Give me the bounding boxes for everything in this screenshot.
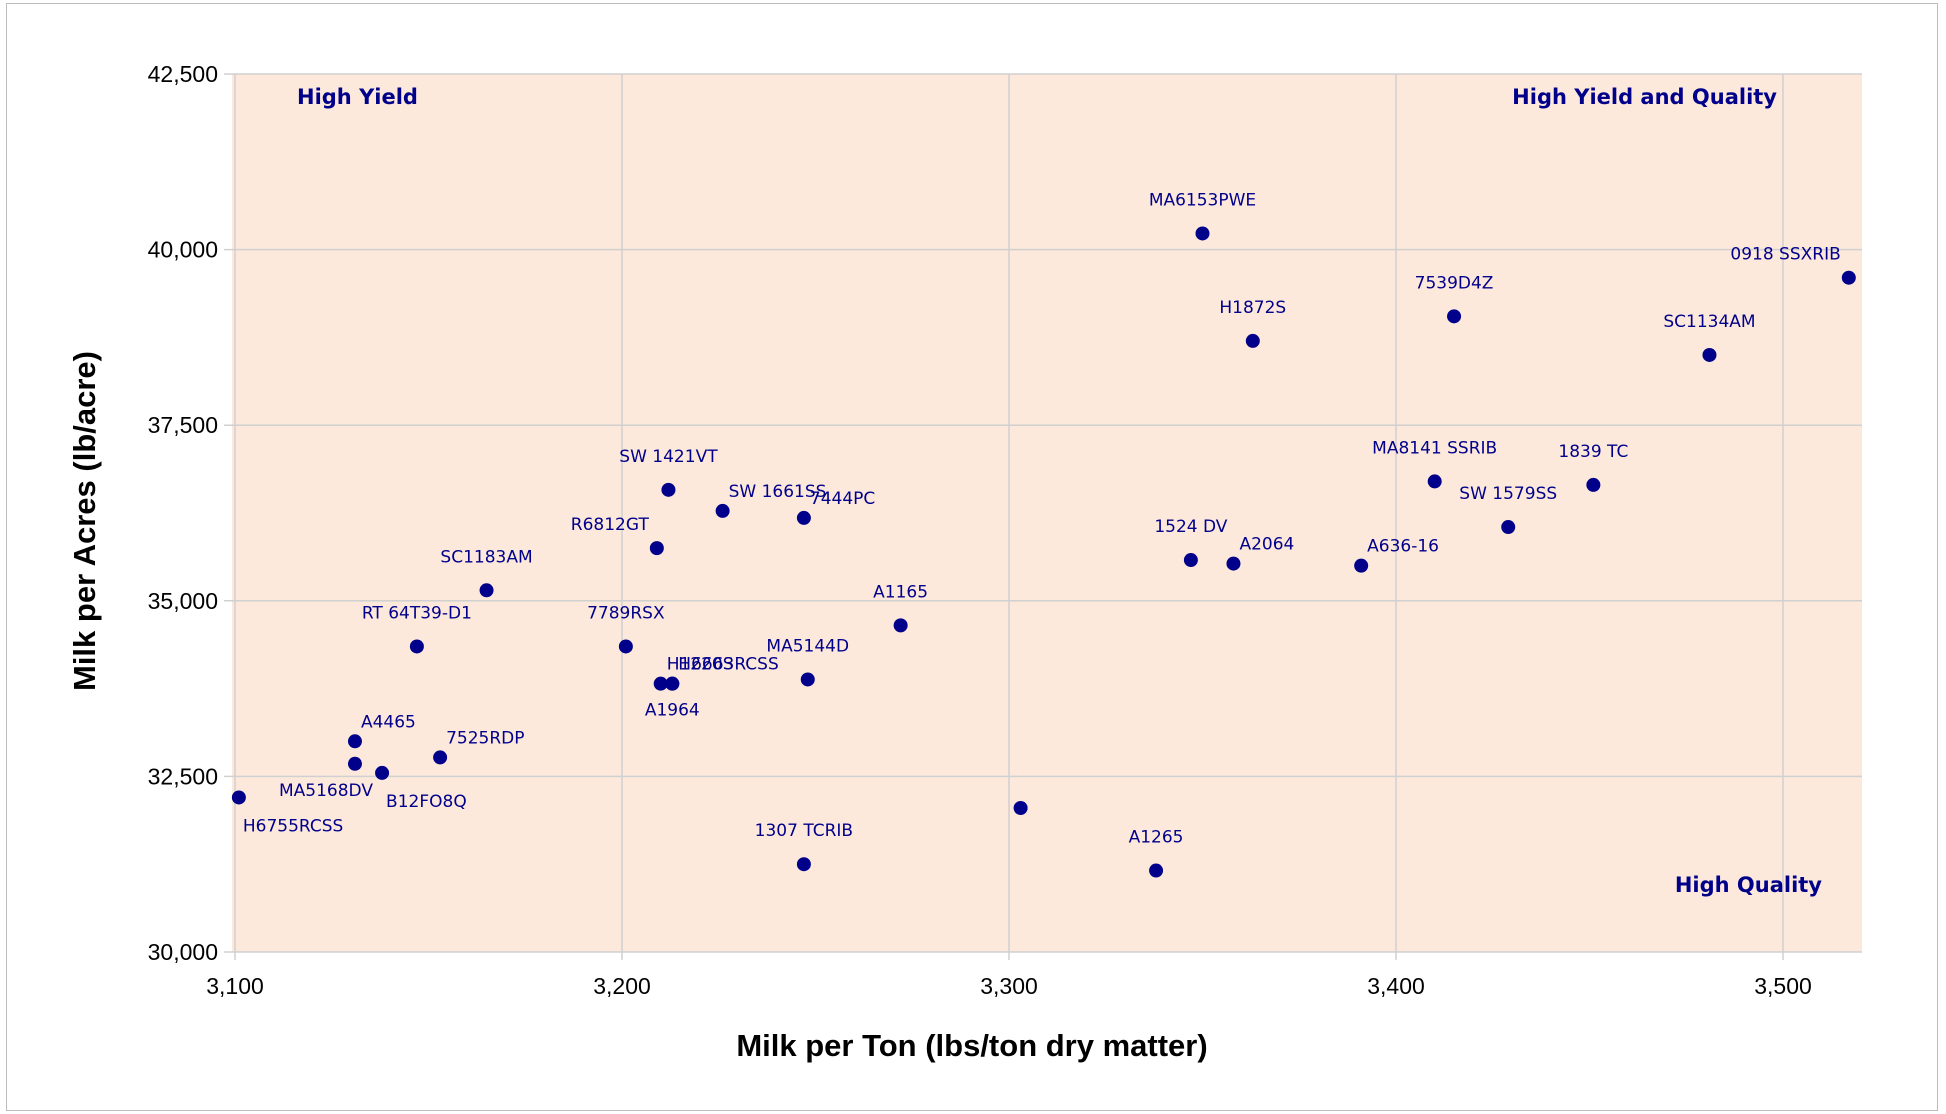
- quadrant-label: High Yield and Quality: [1512, 85, 1777, 109]
- data-point[interactable]: [1013, 801, 1028, 816]
- point-labels: MA6153PWE 0918 SSXRIB 7539D4Z H1872S SC1134A…: [243, 190, 1841, 847]
- plot-background: [232, 74, 1862, 952]
- point-label: B12FO8Q: [386, 792, 467, 812]
- point-label: H1220S: [667, 655, 734, 675]
- point-label: 7525RDP: [446, 728, 524, 748]
- y-tick-label: 42,500: [148, 61, 218, 87]
- data-points: [231, 226, 1856, 878]
- quadrant-labels: High Yield High Yield and Quality High Qua…: [297, 85, 1822, 897]
- y-tick-label: 30,000: [148, 939, 218, 965]
- x-tick-label: 3,100: [206, 973, 264, 999]
- point-label: 1839 TC: [1558, 442, 1628, 462]
- quadrant-label: High Yield: [297, 85, 418, 109]
- point-label: 7444PC: [810, 489, 875, 509]
- x-axis-title: Milk per Ton (lbs/ton dry matter): [736, 1028, 1207, 1063]
- data-point[interactable]: [796, 857, 811, 872]
- point-label: MA8141 SSRIB: [1372, 438, 1497, 458]
- data-point[interactable]: [1149, 863, 1164, 878]
- point-label: A1265: [1129, 828, 1184, 848]
- data-point[interactable]: [347, 756, 362, 771]
- data-point[interactable]: [1501, 520, 1516, 535]
- data-point[interactable]: [479, 583, 494, 598]
- point-label: 1307 TCRIB: [755, 821, 853, 841]
- data-point[interactable]: [800, 672, 815, 687]
- point-label: H6663RCSS: [678, 655, 778, 675]
- grid-lines: [224, 73, 1862, 960]
- data-point[interactable]: [1245, 333, 1260, 348]
- x-tick-label: 3,200: [593, 973, 651, 999]
- point-label: R6812GT: [571, 515, 650, 535]
- point-label: H1872S: [1219, 298, 1286, 318]
- y-tick-label: 37,500: [148, 412, 218, 438]
- point-label: 7789RSX: [587, 603, 665, 623]
- data-point[interactable]: [1586, 477, 1601, 492]
- point-label: A1165: [873, 582, 928, 602]
- point-label: SC1183AM: [440, 547, 532, 567]
- data-point[interactable]: [1841, 270, 1856, 285]
- data-point[interactable]: [409, 639, 424, 654]
- point-label: 1524 DV: [1154, 517, 1227, 537]
- point-label: MA6153PWE: [1149, 190, 1256, 210]
- point-label: SC1134AM: [1663, 312, 1755, 332]
- point-label: SW 1661SS: [729, 482, 827, 502]
- point-label: A636-16: [1367, 537, 1439, 557]
- y-tick-label: 32,500: [148, 763, 218, 789]
- data-point[interactable]: [1183, 553, 1198, 568]
- point-label: 7539D4Z: [1415, 273, 1494, 293]
- data-point[interactable]: [375, 765, 390, 780]
- data-point[interactable]: [649, 541, 664, 556]
- data-point[interactable]: [347, 734, 362, 749]
- quadrant-label: High Quality: [1675, 873, 1822, 897]
- data-point[interactable]: [661, 482, 676, 497]
- data-point[interactable]: [1226, 556, 1241, 571]
- y-axis-title: Milk per Acres (lb/acre): [67, 351, 102, 691]
- point-label: MA5168DV: [279, 781, 373, 801]
- point-label: SW 1579SS: [1459, 484, 1557, 504]
- point-label: 0918 SSXRIB: [1730, 245, 1840, 265]
- data-point[interactable]: [1354, 558, 1369, 573]
- data-point[interactable]: [796, 510, 811, 525]
- data-point[interactable]: [433, 750, 448, 765]
- tick-labels: 3,100 3,200 3,300 3,400 3,500 30,000 32,500 35,…: [148, 61, 1812, 999]
- chart-frame: 3,100 3,200 3,300 3,400 3,500 30,000 32,500 35,…: [6, 3, 1938, 1111]
- data-point[interactable]: [715, 503, 730, 518]
- data-point[interactable]: [1447, 309, 1462, 324]
- x-tick-label: 3,400: [1367, 973, 1425, 999]
- data-point[interactable]: [1702, 347, 1717, 362]
- point-label: H6755RCSS: [243, 816, 343, 836]
- x-tick-label: 3,300: [980, 973, 1038, 999]
- data-point[interactable]: [231, 790, 246, 805]
- data-point[interactable]: [1427, 474, 1442, 489]
- data-point[interactable]: [1195, 226, 1210, 241]
- point-label: A4465: [361, 712, 416, 732]
- point-label: SW 1421VT: [619, 447, 718, 467]
- point-label: MA5144D: [766, 636, 849, 656]
- point-label: A2064: [1239, 535, 1294, 555]
- point-label: RT 64T39-D1: [362, 603, 472, 623]
- x-tick-label: 3,500: [1754, 973, 1812, 999]
- data-point[interactable]: [893, 618, 908, 633]
- point-label: A1964: [645, 701, 700, 721]
- scatter-chart: 3,100 3,200 3,300 3,400 3,500 30,000 32,500 35,…: [67, 61, 1862, 1063]
- y-tick-label: 40,000: [148, 237, 218, 263]
- data-point[interactable]: [665, 676, 680, 691]
- data-point[interactable]: [653, 676, 668, 691]
- y-tick-label: 35,000: [148, 588, 218, 614]
- data-point[interactable]: [618, 639, 633, 654]
